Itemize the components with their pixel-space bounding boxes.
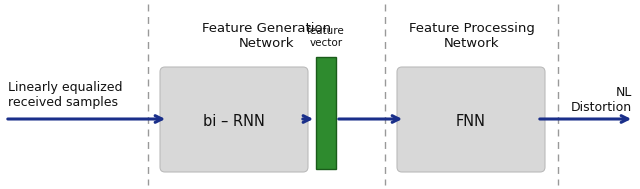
Text: Feature Processing
Network: Feature Processing Network <box>408 22 534 50</box>
Bar <box>316 57 336 169</box>
Text: Feature Generation
Network: Feature Generation Network <box>202 22 331 50</box>
Text: NL
Distortion: NL Distortion <box>571 86 632 114</box>
Text: feature
vector: feature vector <box>307 26 345 48</box>
FancyBboxPatch shape <box>160 67 308 172</box>
FancyBboxPatch shape <box>397 67 545 172</box>
Text: Linearly equalized
received samples: Linearly equalized received samples <box>8 81 122 109</box>
Text: FNN: FNN <box>456 114 486 129</box>
Text: bi – RNN: bi – RNN <box>203 114 265 129</box>
